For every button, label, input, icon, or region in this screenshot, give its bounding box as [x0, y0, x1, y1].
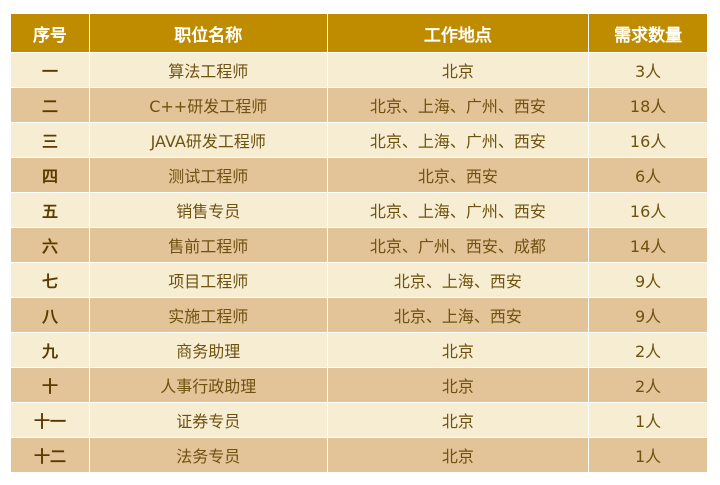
cell-position: 法务专员	[88, 437, 328, 473]
table-row: 三 JAVA研发工程师 北京、上海、广州、西安 16人	[10, 122, 708, 158]
table-row: 十一 证券专员 北京 1人	[10, 402, 708, 438]
cell-seq: 四	[10, 157, 90, 193]
table-row: 五销售专员 北京、上海、广州、西安 16人	[10, 192, 708, 228]
cell-seq: 九	[10, 332, 90, 368]
cell-location: 北京、西安	[326, 157, 590, 193]
header-row: 序号 职位名称 工作地点 需求数量	[10, 13, 708, 53]
cell-location: 北京、上海、西安	[326, 297, 590, 333]
cell-seq: 十一	[10, 402, 90, 438]
cell-location: 北京	[326, 402, 590, 438]
cell-position: 证券专员	[88, 402, 328, 438]
table-row: 九商务助理 北京 2人	[10, 332, 708, 368]
cell-position: 人事行政助理	[88, 367, 328, 403]
cell-count: 1人	[588, 437, 708, 473]
cell-count: 16人	[588, 122, 708, 158]
cell-location: 北京、广州、西安、成都	[326, 227, 590, 263]
cell-position: C++研发工程师	[88, 87, 328, 123]
cell-seq: 二	[10, 87, 90, 123]
header-count: 需求数量	[588, 13, 708, 53]
cell-position: 商务助理	[88, 332, 328, 368]
cell-count: 6人	[588, 157, 708, 193]
cell-location: 北京	[326, 367, 590, 403]
cell-location: 北京、上海、西安	[326, 262, 590, 298]
cell-position: 销售专员	[88, 192, 328, 228]
cell-count: 18人	[588, 87, 708, 123]
cell-location: 北京、上海、广州、西安	[326, 122, 590, 158]
header-position: 职位名称	[88, 13, 328, 53]
cell-count: 9人	[588, 262, 708, 298]
cell-count: 14人	[588, 227, 708, 263]
cell-position: 测试工程师	[88, 157, 328, 193]
cell-count: 9人	[588, 297, 708, 333]
table-row: 二 C++研发工程师 北京、上海、广州、西安 18人	[10, 87, 708, 123]
cell-location: 北京	[326, 332, 590, 368]
cell-count: 3人	[588, 52, 708, 88]
cell-seq: 七	[10, 262, 90, 298]
header-location: 工作地点	[326, 13, 590, 53]
cell-count: 2人	[588, 332, 708, 368]
cell-location: 北京、上海、广州、西安	[326, 192, 590, 228]
cell-seq: 一	[10, 52, 90, 88]
cell-location: 北京	[326, 52, 590, 88]
cell-count: 16人	[588, 192, 708, 228]
header-seq: 序号	[10, 13, 90, 53]
table-row: 十二 法务专员 北京 1人	[10, 437, 708, 473]
cell-count: 2人	[588, 367, 708, 403]
cell-count: 1人	[588, 402, 708, 438]
cell-seq: 八	[10, 297, 90, 333]
cell-position: 算法工程师	[88, 52, 328, 88]
job-openings-table: 序号 职位名称 工作地点 需求数量 一算法工程师 北京 3人二 C++研发工程师 北京、上海、…	[10, 13, 708, 473]
cell-location: 北京、上海、广州、西安	[326, 87, 590, 123]
cell-position: 售前工程师	[88, 227, 328, 263]
table-row: 七项目工程师 北京、上海、西安 9人	[10, 262, 708, 298]
table-row: 十人事行政助理 北京 2人	[10, 367, 708, 403]
cell-position: JAVA研发工程师	[88, 122, 328, 158]
cell-seq: 十	[10, 367, 90, 403]
cell-seq: 六	[10, 227, 90, 263]
table-row: 六售前工程师 北京、广州、西安、成都 14人	[10, 227, 708, 263]
cell-location: 北京	[326, 437, 590, 473]
table-row: 八实施工程师 北京、上海、西安 9人	[10, 297, 708, 333]
cell-seq: 十二	[10, 437, 90, 473]
cell-seq: 三	[10, 122, 90, 158]
cell-position: 项目工程师	[88, 262, 328, 298]
cell-position: 实施工程师	[88, 297, 328, 333]
table-row: 一算法工程师 北京 3人	[10, 52, 708, 88]
table-row: 四测试工程师 北京、西安 6人	[10, 157, 708, 193]
cell-seq: 五	[10, 192, 90, 228]
